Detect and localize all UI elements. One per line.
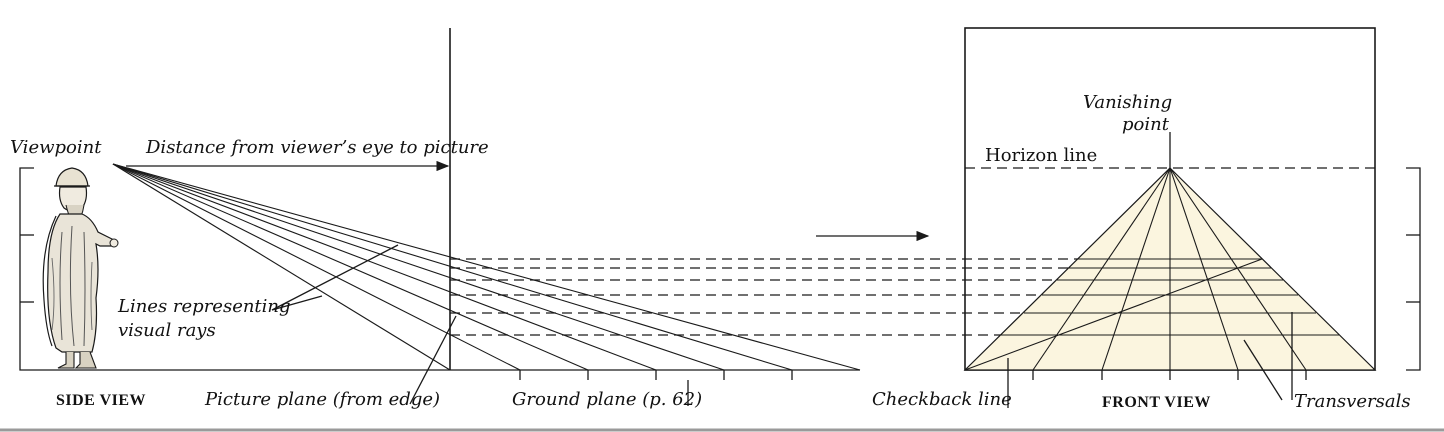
leader-lines [271, 244, 689, 406]
side-view-label: SIDE VIEW [56, 392, 146, 409]
visual-rays-label-line2: visual rays [118, 320, 216, 341]
transversals-label: Transversals [1294, 391, 1411, 412]
visual-rays [112, 163, 861, 371]
viewer-figure [42, 167, 119, 369]
checkback-line-label: Checkback line [872, 389, 1012, 410]
side-view: Viewpoint Distance from viewer’s eye to … [10, 28, 861, 410]
left-height-bracket [19, 167, 34, 371]
front-view: Vanishing point Horizon line Checkback l… [872, 27, 1421, 412]
checkback-diagonal [964, 258, 1263, 371]
front-ground-ticks [1032, 370, 1307, 380]
front-view-label: FRONT VIEW [1102, 394, 1211, 411]
vanishing-point-label-line2: point [1122, 114, 1170, 135]
horizon-line-label: Horizon line [985, 145, 1097, 166]
picture-plane-label: Picture plane (from edge) [204, 389, 440, 410]
viewpoint-label: Viewpoint [10, 137, 102, 158]
ground-plane-label: Ground plane (p. 62) [512, 389, 702, 410]
projection-dashed-lines [450, 258, 1100, 336]
distance-label: Distance from viewer’s eye to picture [145, 137, 489, 158]
visual-rays-label-line1: Lines representing [117, 296, 291, 317]
vanishing-point-label-line1: Vanishing [1083, 92, 1172, 113]
front-leader-lines [1007, 312, 1293, 408]
right-height-bracket [1406, 167, 1421, 371]
ground-plane [450, 369, 860, 380]
